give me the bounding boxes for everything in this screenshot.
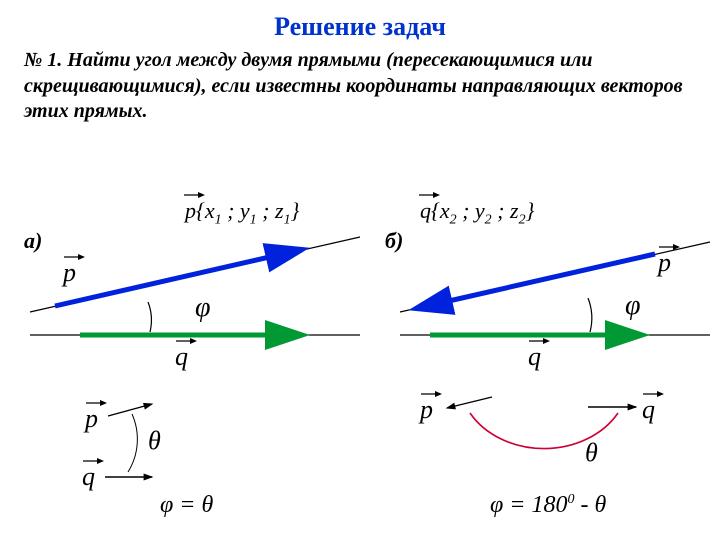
vec-p-components: {x1 ; y1 ; z1} [196, 198, 299, 228]
left-p-label: p [63, 258, 76, 288]
left-small-p-label: p [85, 404, 98, 434]
left-theta: θ [148, 426, 161, 456]
left-phi: φ [195, 292, 211, 324]
vector-p-definition: p{x1 ; y1 ; z1} [185, 198, 299, 228]
vec-q-symbol: q [420, 198, 431, 223]
case-b-label: б) [385, 228, 403, 254]
left-q-label: q [175, 342, 188, 372]
left-equation: φ = θ [160, 492, 213, 519]
right-theta: θ [585, 438, 598, 468]
vec-q-components: {x2 ; y2 ; z2} [431, 198, 534, 228]
problem-statement: № 1. Найти угол между двумя прямыми (пер… [0, 42, 720, 125]
right-equation: φ = 1800 - θ [490, 492, 606, 519]
vector-q-definition: q{x2 ; y2 ; z2} [420, 198, 534, 228]
right-phi: φ [625, 290, 641, 322]
right-small-q-label: q [642, 395, 655, 425]
case-a-label: а) [24, 228, 42, 254]
right-q-label: q [528, 342, 541, 372]
left-small-q-label: q [82, 462, 95, 492]
page-title: Решение задач [0, 0, 720, 42]
right-p-label: p [658, 248, 671, 278]
right-small-p-label: p [420, 395, 433, 425]
left-diagram [30, 237, 360, 477]
vec-p-symbol: p [185, 198, 196, 223]
